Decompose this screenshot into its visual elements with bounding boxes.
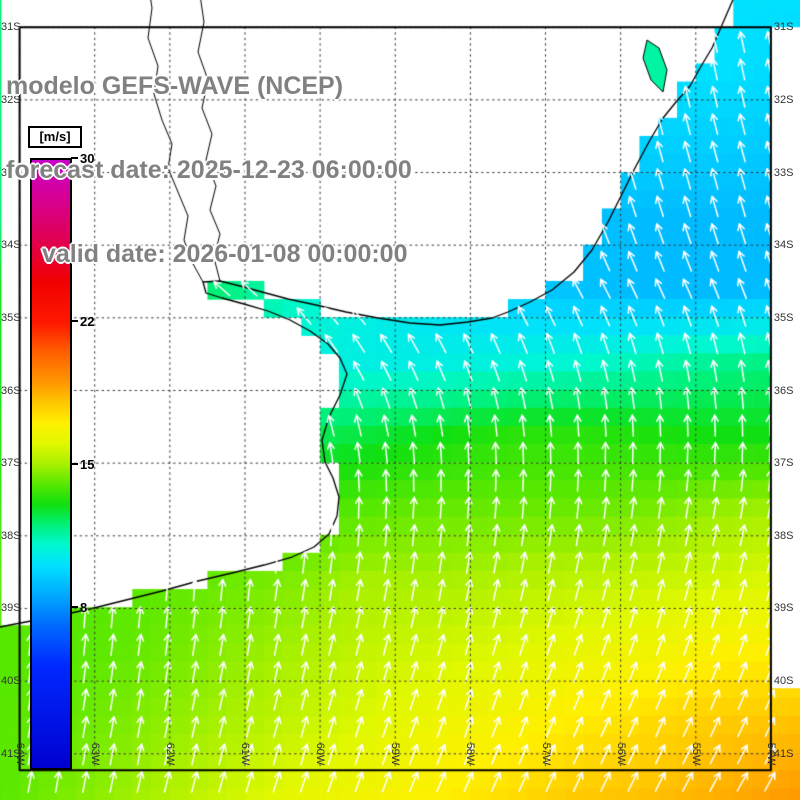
- lon-label: 64W: [13, 742, 26, 766]
- lon-label: 61W: [238, 742, 251, 766]
- lat-label-left: 41S: [1, 747, 21, 760]
- lat-label-right: 35S: [773, 311, 794, 324]
- lat-label-left: 40S: [1, 675, 21, 688]
- lat-label-left: 34S: [1, 239, 21, 252]
- colorbar-tick-label: 22: [80, 314, 95, 330]
- model-name-line: modelo GEFS-WAVE (NCEP): [6, 72, 344, 100]
- colorbar-tick-label: 8: [80, 599, 88, 615]
- lat-label-right: 31S: [773, 21, 794, 34]
- colorbar-tick-label: 15: [80, 457, 95, 472]
- forecast-date-line: forecast date: 2025-12-23 06:00:00: [6, 156, 412, 184]
- lat-label-left: 37S: [1, 457, 21, 470]
- lon-label: 59W: [389, 742, 402, 766]
- colorbar-tick-mark: [71, 463, 78, 465]
- colorbar-tick-mark: [71, 320, 78, 323]
- lat-label-left: 33S: [1, 166, 21, 179]
- lon-label: 60W: [314, 742, 327, 766]
- lat-label-right: 40S: [773, 675, 794, 688]
- lat-label-right: 34S: [773, 239, 794, 252]
- colorbar-tick-mark: [71, 605, 78, 608]
- lat-label-right: 36S: [773, 384, 794, 397]
- colorbar-tick-mark: [71, 157, 78, 159]
- lon-label: 63W: [88, 742, 101, 766]
- colorbar-unit-label: [m/s]: [28, 126, 82, 148]
- title-block: modelo GEFS-WAVE (NCEP) forecast date: 2…: [6, 16, 412, 324]
- lat-label-right: 32S: [773, 93, 794, 106]
- lon-label: 58W: [464, 742, 477, 766]
- colorbar-tick-label: 30: [80, 151, 95, 166]
- lon-label: 55W: [689, 742, 702, 766]
- lat-label-left: 38S: [1, 529, 21, 542]
- lat-label-right: 38S: [773, 529, 794, 542]
- lon-label: 62W: [163, 742, 176, 766]
- lat-label-left: 35S: [1, 311, 21, 324]
- lat-label-left: 39S: [1, 602, 21, 615]
- lat-label-left: 36S: [1, 384, 21, 397]
- lon-label: 56W: [614, 742, 627, 766]
- lat-label-right: 39S: [773, 602, 794, 615]
- lat-label-left: 32S: [1, 93, 21, 106]
- lat-label-right: 33S: [773, 166, 794, 179]
- lat-label-left: 31S: [1, 21, 21, 34]
- valid-date-line: valid date: 2026-01-08 00:00:00: [42, 240, 408, 268]
- lat-label-right: 41S: [773, 747, 794, 760]
- lon-label: 57W: [539, 742, 552, 766]
- lat-label-right: 37S: [773, 457, 794, 470]
- lon-label: 54W: [764, 742, 777, 766]
